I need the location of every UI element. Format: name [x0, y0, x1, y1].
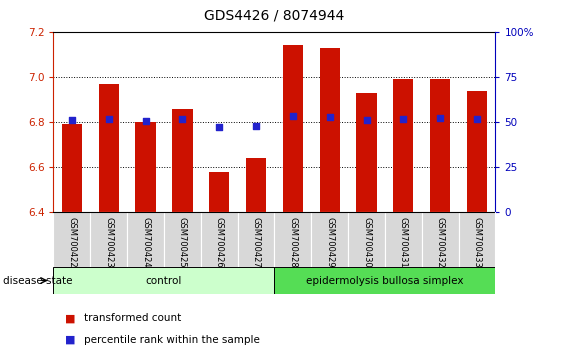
Bar	[127, 212, 164, 267]
Bar	[246, 158, 266, 212]
Bar	[467, 91, 487, 212]
Bar	[275, 267, 495, 294]
Point	[68, 118, 77, 123]
Bar	[385, 212, 422, 267]
Bar	[201, 212, 238, 267]
Text: GSM700426: GSM700426	[215, 217, 224, 268]
Bar	[393, 79, 413, 212]
Bar	[430, 79, 450, 212]
Text: GSM700430: GSM700430	[362, 217, 371, 268]
Bar	[459, 212, 495, 267]
Bar	[238, 212, 275, 267]
Text: disease state: disease state	[3, 275, 72, 286]
Point	[215, 124, 224, 130]
Text: GSM700429: GSM700429	[325, 217, 334, 267]
Text: GSM700428: GSM700428	[288, 217, 297, 268]
Bar	[90, 212, 127, 267]
Bar	[348, 212, 385, 267]
Text: GSM700423: GSM700423	[104, 217, 113, 268]
Bar	[53, 212, 90, 267]
Bar	[275, 212, 311, 267]
Bar	[164, 212, 201, 267]
Bar	[172, 109, 193, 212]
Text: epidermolysis bullosa simplex: epidermolysis bullosa simplex	[306, 275, 464, 286]
Text: transformed count: transformed count	[84, 313, 182, 323]
Bar	[209, 172, 229, 212]
Point	[472, 116, 481, 122]
Point	[252, 124, 261, 129]
Text: GSM700427: GSM700427	[252, 217, 261, 268]
Text: control: control	[146, 275, 182, 286]
Text: GDS4426 / 8074944: GDS4426 / 8074944	[204, 9, 345, 23]
Text: percentile rank within the sample: percentile rank within the sample	[84, 335, 260, 344]
Point	[362, 118, 371, 123]
Point	[325, 114, 334, 120]
Bar	[136, 122, 156, 212]
Text: GSM700433: GSM700433	[472, 217, 481, 268]
Bar	[356, 93, 377, 212]
Bar	[311, 212, 348, 267]
Point	[436, 115, 445, 120]
Point	[141, 118, 150, 124]
Bar	[62, 124, 82, 212]
Text: GSM700424: GSM700424	[141, 217, 150, 267]
Text: ■: ■	[65, 335, 75, 344]
Text: GSM700425: GSM700425	[178, 217, 187, 267]
Point	[178, 116, 187, 122]
Point	[399, 116, 408, 122]
Text: GSM700431: GSM700431	[399, 217, 408, 268]
Text: ■: ■	[65, 313, 75, 323]
Bar	[99, 84, 119, 212]
Bar	[422, 212, 459, 267]
Text: GSM700422: GSM700422	[68, 217, 77, 267]
Bar	[53, 267, 275, 294]
Bar	[320, 48, 340, 212]
Bar	[283, 45, 303, 212]
Text: GSM700432: GSM700432	[436, 217, 445, 268]
Point	[288, 113, 297, 119]
Point	[104, 116, 113, 121]
